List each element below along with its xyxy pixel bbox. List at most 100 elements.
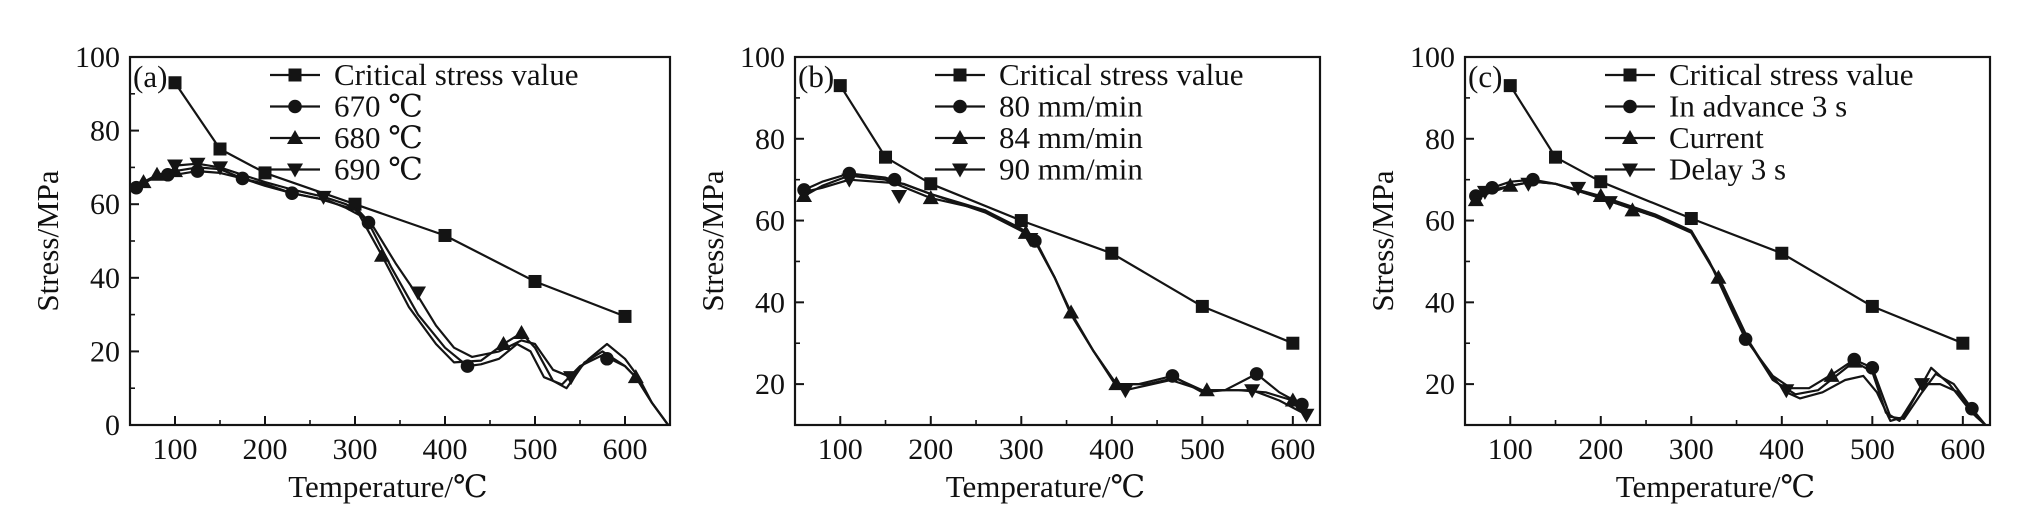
series-line — [135, 170, 670, 426]
legend-marker — [288, 68, 302, 82]
legend-marker — [953, 68, 967, 82]
data-point — [438, 228, 452, 242]
x-tick-label: 500 — [513, 433, 558, 466]
x-axis-label: Temperature/℃ — [288, 469, 487, 504]
data-point — [1823, 367, 1840, 382]
series-2 — [129, 164, 670, 426]
y-tick-label: 40 — [1425, 286, 1455, 319]
data-point — [1476, 185, 1493, 200]
data-point — [1846, 353, 1863, 368]
data-point — [1105, 246, 1119, 260]
data-point — [513, 325, 530, 339]
x-tick-label: 600 — [603, 433, 648, 466]
series-4 — [1475, 177, 1987, 426]
x-tick-label: 200 — [1578, 433, 1623, 466]
x-tick-label: 300 — [999, 433, 1044, 466]
x-tick-label: 100 — [818, 433, 863, 466]
data-point — [135, 174, 152, 189]
data-point — [1956, 336, 1970, 350]
y-tick-label: 20 — [90, 335, 120, 368]
series-line — [803, 178, 1307, 416]
legend-label: 84 mm/min — [999, 120, 1143, 155]
data-point — [315, 190, 332, 205]
y-tick-label: 60 — [90, 188, 120, 221]
series-4 — [167, 157, 670, 426]
legend-marker — [1623, 99, 1637, 114]
series-line — [142, 166, 670, 426]
data-point — [1684, 212, 1698, 226]
y-tick-label: 80 — [1425, 123, 1455, 156]
data-point — [891, 190, 908, 205]
y-axis-label: Stress/MPa — [1365, 170, 1400, 311]
x-axis-label: Temperature/℃ — [1616, 469, 1815, 504]
data-point — [410, 286, 426, 301]
legend-marker — [1622, 163, 1638, 178]
series-3 — [135, 163, 670, 426]
legend-label: Critical stress value — [1669, 57, 1914, 92]
series-1 — [833, 79, 1300, 350]
data-point — [1298, 408, 1315, 423]
series-1 — [1503, 79, 1970, 350]
legend-marker — [953, 99, 967, 114]
panel-label: (a) — [133, 59, 167, 94]
panel-label: (b) — [798, 59, 834, 94]
x-tick-label: 400 — [423, 433, 468, 466]
y-tick-label: 80 — [755, 123, 785, 156]
data-point — [213, 142, 227, 156]
data-point — [922, 190, 939, 205]
series-2 — [797, 166, 1309, 412]
legend-label: 90 mm/min — [999, 152, 1143, 187]
legend-label: Critical stress value — [999, 57, 1244, 92]
data-point — [1503, 79, 1517, 93]
legend-label: Critical stress value — [334, 57, 579, 92]
data-point — [841, 173, 858, 188]
data-point — [1063, 304, 1080, 319]
y-tick-label: 20 — [755, 368, 785, 401]
panel-a: 100 200 300 400 500 600 0 20 40 60 80 100 Temperatur… — [30, 41, 672, 504]
legend-label: 670 ℃ — [334, 89, 423, 124]
data-point — [1195, 299, 1209, 313]
data-point — [1467, 192, 1484, 207]
data-point — [1022, 232, 1039, 247]
data-point — [1014, 214, 1028, 228]
data-point — [1244, 384, 1261, 399]
x-tick-label: 500 — [1850, 433, 1895, 466]
y-tick-label: 40 — [755, 286, 785, 319]
data-point — [1865, 299, 1879, 313]
legend-marker — [952, 130, 968, 144]
data-point — [1601, 196, 1618, 211]
data-point — [1775, 246, 1789, 260]
x-tick-label: 500 — [1180, 433, 1225, 466]
data-point — [796, 188, 813, 203]
series-3 — [796, 174, 1303, 410]
data-point — [189, 157, 206, 172]
data-point — [1914, 378, 1931, 393]
y-tick-label: 0 — [105, 409, 120, 442]
data-point — [212, 161, 228, 176]
data-point — [149, 166, 165, 181]
data-point — [879, 150, 893, 164]
y-tick-label: 60 — [1425, 205, 1455, 238]
y-tick-label: 100 — [1410, 41, 1455, 74]
data-point — [528, 274, 542, 288]
data-point — [1594, 175, 1608, 189]
panel-label: (c) — [1468, 59, 1502, 94]
plot-frame — [1463, 55, 1992, 427]
data-point — [833, 79, 847, 93]
legend-marker — [287, 130, 303, 144]
series-line — [803, 174, 1303, 410]
data-point — [1249, 367, 1264, 381]
panel-c: 100 200 300 400 500 600 20 40 60 80 100 Temperature… — [1365, 41, 1992, 504]
data-point — [618, 309, 632, 323]
legend-label: Current — [1669, 120, 1764, 155]
legend-label: 690 ℃ — [334, 152, 423, 187]
y-axis-label: Stress/MPa — [30, 170, 65, 311]
data-point — [495, 336, 512, 351]
data-point — [1117, 384, 1134, 399]
series-line — [1475, 180, 1987, 426]
series-line — [803, 172, 1303, 406]
